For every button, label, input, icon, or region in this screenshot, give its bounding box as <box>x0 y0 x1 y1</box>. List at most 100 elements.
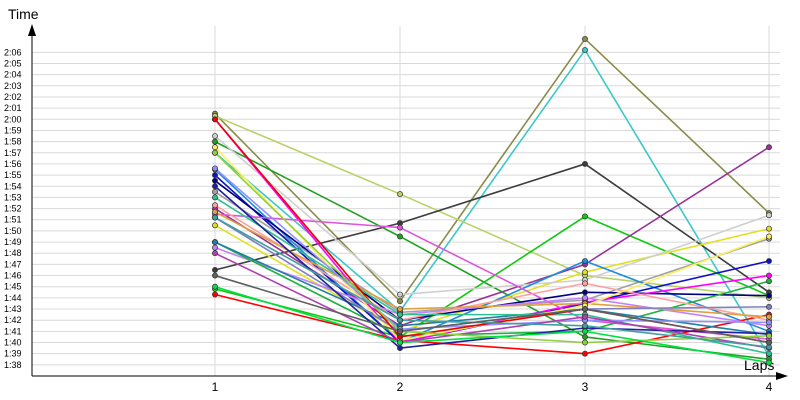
data-point <box>582 280 588 287</box>
data-point <box>212 172 218 179</box>
x-tick-label: 4 <box>766 380 773 394</box>
data-point <box>766 212 772 219</box>
data-point <box>582 328 588 335</box>
data-point <box>582 322 588 329</box>
series-line-19 <box>214 204 770 321</box>
x-tick-label: 3 <box>582 380 589 394</box>
data-point <box>212 144 218 151</box>
x-tick-labels: 1 2 3 4 <box>212 380 773 394</box>
y-tick-label: 1:40 <box>4 338 22 348</box>
data-point <box>582 47 588 54</box>
y-tick-label: 1:48 <box>4 248 22 258</box>
data-point <box>397 333 403 340</box>
data-point <box>766 319 772 326</box>
y-tick-label: 1:57 <box>4 148 22 158</box>
y-tick-label: 2:01 <box>4 103 22 113</box>
data-point <box>766 332 772 339</box>
data-point <box>397 317 403 324</box>
y-tick-label: 1:39 <box>4 349 22 359</box>
data-point <box>766 292 772 299</box>
data-point <box>582 350 588 357</box>
series-points <box>212 35 772 366</box>
y-tick-label: 2:02 <box>4 92 22 102</box>
data-point <box>212 116 218 123</box>
data-point <box>212 208 218 215</box>
data-point <box>212 272 218 279</box>
data-point <box>212 188 218 195</box>
y-tick-label: 1:50 <box>4 226 22 236</box>
data-point <box>582 160 588 167</box>
x-axis-arrow <box>776 372 788 380</box>
series-line-9 <box>214 135 770 296</box>
y-tick-label: 1:46 <box>4 271 22 281</box>
series-line-32 <box>214 285 770 364</box>
data-point <box>397 339 403 346</box>
y-tick-label: 1:49 <box>4 237 22 247</box>
data-point <box>212 244 218 251</box>
y-tick-label: 2:06 <box>4 47 22 57</box>
y-tick-label: 2:05 <box>4 58 22 68</box>
data-point <box>766 278 772 285</box>
data-point <box>397 306 403 312</box>
series-line-24 <box>214 167 770 330</box>
data-point <box>397 191 403 198</box>
y-tick-label: 1:43 <box>4 304 22 314</box>
series-lines <box>214 38 770 364</box>
data-point <box>766 359 772 366</box>
data-point <box>582 269 588 276</box>
data-point <box>212 267 218 273</box>
data-point <box>582 306 588 312</box>
data-point <box>212 183 218 190</box>
y-tick-label: 1:42 <box>4 315 22 325</box>
series-line-31 <box>214 274 770 344</box>
data-point <box>397 345 403 352</box>
data-point <box>582 294 588 301</box>
data-point <box>766 339 772 346</box>
y-tick-label: 1:59 <box>4 125 22 135</box>
data-point <box>582 35 588 42</box>
y-axis-title: Time <box>8 6 39 22</box>
series-line-30 <box>214 216 770 348</box>
x-tick-label: 2 <box>397 380 404 394</box>
y-tick-label: 1:58 <box>4 137 22 147</box>
y-tick-label: 1:56 <box>4 159 22 169</box>
y-tick-label: 1:53 <box>4 192 22 202</box>
data-point <box>766 272 772 279</box>
data-point <box>212 250 218 257</box>
series-line-18 <box>214 241 770 337</box>
data-point <box>212 214 218 221</box>
data-point <box>766 313 772 320</box>
y-tick-label: 2:03 <box>4 81 22 91</box>
y-tick-labels: 1:381:391:40 1:411:421:431:441:451:46 1:47… <box>4 47 22 370</box>
series-line-27 <box>214 185 770 349</box>
data-point <box>212 177 218 184</box>
y-tick-label: 1:38 <box>4 360 22 370</box>
series-line-6 <box>214 215 770 338</box>
y-tick-label: 1:54 <box>4 181 22 191</box>
series-line-28 <box>214 252 770 349</box>
series-line-20 <box>214 211 770 318</box>
data-point <box>212 165 218 172</box>
data-point <box>212 222 218 229</box>
data-point <box>582 289 588 296</box>
data-point <box>397 328 403 335</box>
y-tick-label: 2:04 <box>4 70 22 80</box>
series-line-16 <box>214 213 770 340</box>
data-point <box>212 239 218 246</box>
series-line-1 <box>214 38 770 303</box>
data-point <box>397 291 403 298</box>
y-tick-label: 1:55 <box>4 170 22 180</box>
series-line-4 <box>214 163 770 293</box>
data-point <box>212 133 218 139</box>
series-line-23 <box>214 196 770 355</box>
data-point <box>212 194 218 201</box>
data-point <box>766 233 772 240</box>
data-point <box>582 258 588 264</box>
y-tick-label: 1:47 <box>4 259 22 269</box>
data-point <box>582 333 588 340</box>
data-point <box>766 258 772 264</box>
y-tick-label: 2:00 <box>4 114 22 124</box>
data-point <box>766 303 772 310</box>
data-point <box>766 144 772 151</box>
